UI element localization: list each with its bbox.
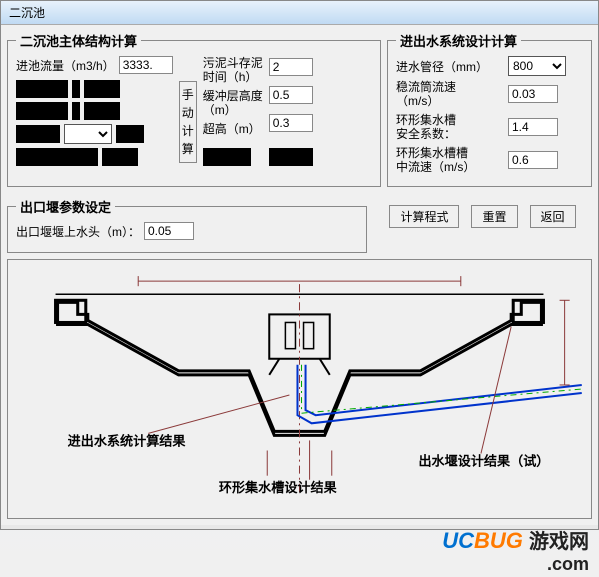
redacted-box [72, 80, 80, 98]
redacted-box [16, 102, 68, 120]
channel-result-label: 环形集水槽设计结果 [219, 479, 338, 495]
redacted-box [269, 148, 313, 166]
watermark-uc: UC [442, 528, 474, 553]
app-window: 二沉池 二沉池主体结构计算 进池流量（m3/h） [0, 0, 599, 530]
buffer-height-label: 缓冲层高度 （m） [203, 89, 263, 118]
watermark: UCBUG 游戏网 .com [442, 525, 589, 575]
tank-diagram-svg: 进出水系统计算结果 环形集水槽设计结果 出水堰设计结果（试） [12, 264, 587, 514]
redacted-box [16, 148, 98, 166]
redacted-box [72, 102, 80, 120]
redacted-box [203, 148, 251, 166]
pipe-system-legend: 进出水系统设计计算 [396, 31, 521, 50]
channel-velocity-input[interactable] [508, 151, 558, 169]
redacted-box [84, 80, 120, 98]
sludge-time-label: 污泥斗存泥 时间（h） [203, 56, 263, 85]
weir-head-input[interactable] [144, 222, 194, 240]
weir-params-group: 出口堰参数设定 出口堰堰上水头（m）： [7, 197, 367, 253]
sludge-time-input[interactable] [269, 58, 313, 76]
redacted-box [16, 125, 60, 143]
weir-head-label: 出口堰堰上水头（m）： [16, 223, 140, 240]
flow-input[interactable] [119, 56, 173, 74]
safety-label: 环形集水槽 安全系数： [396, 113, 504, 142]
pipe-system-group: 进出水系统设计计算 进水管径（mm） 800 稳流筒流速 （m/s） 环形集水槽… [387, 31, 592, 187]
reset-button[interactable]: 重置 [471, 205, 517, 228]
weir-params-legend: 出口堰参数设定 [16, 197, 115, 216]
back-button[interactable]: 返回 [530, 205, 576, 228]
watermark-bug: BUG [474, 528, 523, 553]
redacted-box [84, 102, 120, 120]
channel-velocity-label: 环形集水槽槽 中流速（m/s） [396, 146, 504, 175]
diameter-select[interactable]: 800 [508, 56, 566, 76]
titlebar: 二沉池 [1, 1, 598, 25]
hidden-params-grid [16, 80, 173, 166]
freeboard-input[interactable] [269, 114, 313, 132]
tank-diagram: 进出水系统计算结果 环形集水槽设计结果 出水堰设计结果（试） [7, 259, 592, 519]
buffer-height-input[interactable] [269, 86, 313, 104]
watermark-rest: 游戏网 [529, 531, 589, 553]
manual-calc-button[interactable]: 手 动 计 算 [179, 81, 197, 163]
redacted-box [16, 80, 68, 98]
velocity-label: 稳流筒流速 （m/s） [396, 80, 504, 109]
redacted-select[interactable] [64, 124, 112, 144]
velocity-input[interactable] [508, 85, 558, 103]
main-structure-group: 二沉池主体结构计算 进池流量（m3/h） [7, 31, 381, 187]
weir-result-label: 出水堰设计结果（试） [418, 453, 549, 469]
main-structure-legend: 二沉池主体结构计算 [16, 31, 141, 50]
redacted-box [102, 148, 138, 166]
diameter-label: 进水管径（mm） [396, 58, 504, 75]
freeboard-label: 超高（m） [203, 122, 263, 136]
flow-label: 进池流量（m3/h） [16, 57, 115, 74]
window-title: 二沉池 [9, 6, 45, 20]
inlet-result-label: 进出水系统计算结果 [68, 433, 187, 449]
calculate-button[interactable]: 计算程式 [389, 205, 459, 228]
watermark-dotcom: .com [442, 554, 589, 575]
safety-input[interactable] [508, 118, 558, 136]
redacted-box [116, 125, 144, 143]
content-area: 二沉池主体结构计算 进池流量（m3/h） [1, 25, 598, 525]
